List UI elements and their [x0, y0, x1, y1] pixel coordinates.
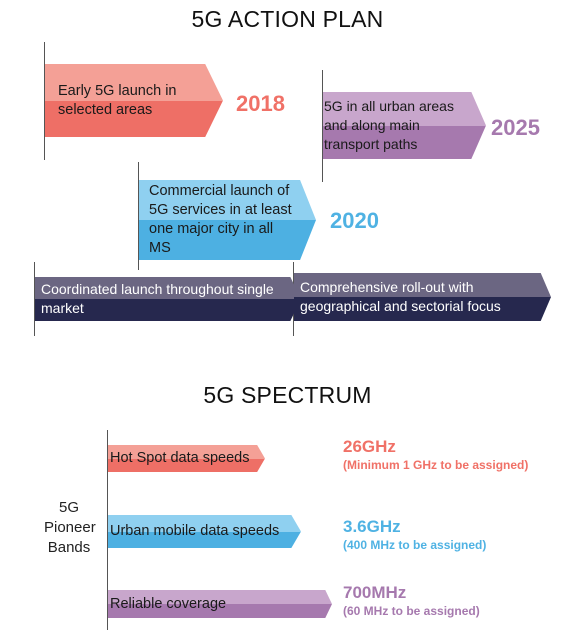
timeline-line-2018: [44, 42, 45, 160]
phase-bar-coordinated: Coordinated launch throughout single mar…: [35, 277, 301, 321]
phase-bar-comprehensive: Comprehensive roll-out with geographical…: [294, 273, 551, 321]
band-3-6ghz-label: Urban mobile data speeds: [110, 523, 280, 539]
timeline-line-2025: [322, 70, 323, 182]
band-26ghz-arrow: Hot Spot data speeds: [108, 445, 265, 472]
milestone-2020-text: Commercial launch of 5G services in at l…: [149, 183, 292, 256]
timeline-line-bar-left: [34, 262, 35, 336]
phase-bar-coordinated-text: Coordinated launch throughout single mar…: [41, 281, 274, 316]
milestone-2025-arrow: 5G in all urban areas and along main tra…: [323, 92, 486, 159]
milestone-2018-text: Early 5G launch in selected areas: [58, 82, 177, 118]
band-700mhz-label: Reliable coverage: [110, 595, 227, 612]
milestone-2020-year: 2020: [330, 208, 379, 233]
band-26ghz-freq: 26GHz: [343, 437, 396, 456]
milestone-2018-year: 2018: [236, 91, 285, 116]
band-700mhz-freq-block: 700MHz (60 MHz to be assigned): [343, 583, 480, 619]
milestone-2025-text: 5G in all urban areas and along main tra…: [324, 98, 454, 152]
band-3-6ghz-freq: 3.6GHz: [343, 517, 401, 536]
phase-bar-comprehensive-text: Comprehensive roll-out with geographical…: [300, 279, 501, 314]
band-3-6ghz-freq-block: 3.6GHz (400 MHz to be assigned): [343, 517, 486, 553]
band-3-6ghz-arrow: Urban mobile data speeds: [108, 515, 301, 548]
milestone-2025-year: 2025: [491, 115, 540, 140]
milestone-2018-arrow: Early 5G launch in selected areas: [45, 64, 223, 137]
band-26ghz-freq-block: 26GHz (Minimum 1 GHz to be assigned): [343, 437, 528, 473]
band-700mhz-freq: 700MHz: [343, 583, 407, 602]
milestone-2020-arrow: Commercial launch of 5G services in at l…: [139, 180, 316, 260]
band-3-6ghz-note: (400 MHz to be assigned): [343, 538, 487, 552]
band-26ghz-note: (Minimum 1 GHz to be assigned): [343, 458, 529, 472]
pioneer-bands-label: 5G Pioneer Bands: [44, 499, 96, 556]
spectrum-title: 5G SPECTRUM: [203, 382, 372, 408]
spectrum-axis-line: [107, 430, 108, 630]
band-26ghz-label: Hot Spot data speeds: [110, 450, 250, 466]
action-plan-title: 5G ACTION PLAN: [191, 6, 384, 32]
timeline-line-2020: [138, 162, 139, 270]
band-700mhz-note: (60 MHz to be assigned): [343, 604, 480, 618]
band-700mhz-arrow: Reliable coverage: [108, 590, 332, 618]
